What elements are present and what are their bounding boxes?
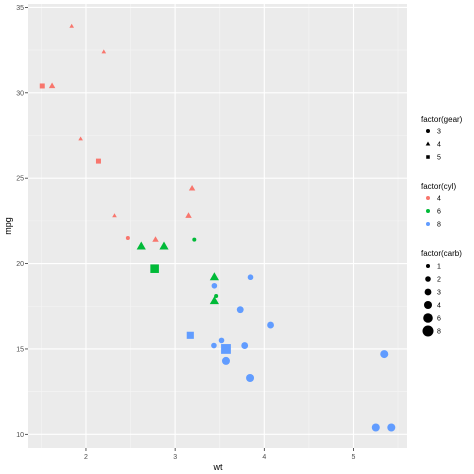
- legend-carb-key: [423, 313, 433, 323]
- legend-carb-label: 6: [437, 316, 441, 323]
- data-point: [69, 23, 74, 28]
- data-point: [159, 241, 169, 250]
- data-point: [209, 272, 219, 281]
- y-tick-label: 15: [16, 346, 24, 353]
- legend-carb: factor(carb) 1 2 3 4 6 8: [421, 249, 462, 337]
- legend-carb-key: [424, 301, 432, 309]
- legend-carb-label: 8: [437, 329, 441, 336]
- legend-gear-label: 3: [437, 129, 441, 136]
- y-axis-title: mpg: [3, 217, 13, 235]
- y-tick-label: 10: [16, 432, 24, 439]
- y-axis: 10 15 20 25 30 35: [16, 5, 28, 439]
- data-point: [192, 237, 197, 242]
- minor-gridlines: [28, 4, 407, 448]
- data-point: [371, 423, 380, 432]
- data-point: [246, 373, 255, 382]
- y-tick-label: 30: [16, 90, 24, 97]
- x-tick-label: 4: [262, 454, 266, 461]
- legend-gear-key: [426, 155, 430, 159]
- legend-gear-label: 4: [437, 142, 441, 149]
- legend-gear-key: [426, 129, 430, 133]
- data-point: [267, 321, 274, 329]
- data-point: [247, 274, 254, 281]
- data-point: [218, 337, 225, 344]
- y-tick-label: 35: [16, 5, 24, 12]
- legend-cyl-title: factor(cyl): [421, 182, 456, 191]
- legend-carb-label: 4: [437, 303, 441, 310]
- legend-gear: factor(gear) 3 4 5: [421, 115, 463, 162]
- legend-cyl-label: 8: [437, 222, 441, 229]
- data-point: [136, 241, 146, 250]
- legend-cyl-label: 4: [437, 196, 441, 203]
- legend-cyl-key: [426, 196, 430, 200]
- data-point: [150, 264, 159, 273]
- data-point: [95, 158, 101, 164]
- major-gridlines: [28, 4, 407, 448]
- x-tick-label: 3: [173, 454, 177, 461]
- plot-panel: [28, 4, 407, 448]
- legend-carb-key: [426, 264, 430, 268]
- legend-carb-label: 1: [437, 264, 441, 271]
- data-point: [185, 212, 192, 218]
- data-point: [211, 342, 217, 349]
- legend-carb-key: [425, 276, 431, 282]
- data-point: [39, 83, 45, 89]
- legend-carb-key: [422, 325, 434, 337]
- data-point: [112, 213, 117, 218]
- data-point: [101, 49, 107, 54]
- legend-cyl-key: [426, 209, 430, 213]
- legend-gear-label: 5: [437, 155, 441, 162]
- x-axis: 2 3 4 5: [84, 448, 356, 461]
- legend-carb-label: 3: [437, 290, 441, 297]
- data-point: [380, 350, 389, 359]
- x-tick-label: 5: [352, 454, 356, 461]
- data-point: [78, 136, 83, 141]
- data-point: [387, 423, 396, 432]
- data-point: [188, 184, 196, 191]
- data-point: [186, 331, 194, 339]
- data-point: [48, 82, 56, 89]
- data-point: [241, 342, 249, 349]
- legend-carb-title: factor(carb): [421, 249, 462, 258]
- data-point: [236, 306, 244, 314]
- y-tick-label: 20: [16, 261, 24, 268]
- legend-cyl-label: 6: [437, 209, 441, 216]
- legend-cyl-key: [426, 222, 430, 226]
- x-tick-label: 2: [84, 454, 88, 461]
- data-point: [214, 294, 219, 299]
- data-point: [211, 282, 218, 289]
- x-axis-title: wt: [213, 462, 223, 472]
- data-point: [152, 236, 159, 242]
- legend-carb-label: 2: [437, 277, 441, 284]
- legend-carb-key: [424, 288, 432, 296]
- legend-gear-key: [425, 141, 431, 146]
- y-tick-label: 25: [16, 176, 24, 183]
- data-point: [221, 356, 230, 365]
- data-point: [125, 235, 130, 240]
- data-point: [209, 296, 219, 305]
- legend-gear-title: factor(gear): [421, 115, 463, 124]
- data-points: [39, 23, 396, 432]
- legend-cyl: factor(cyl) 4 6 8: [421, 182, 456, 229]
- data-point: [221, 344, 231, 354]
